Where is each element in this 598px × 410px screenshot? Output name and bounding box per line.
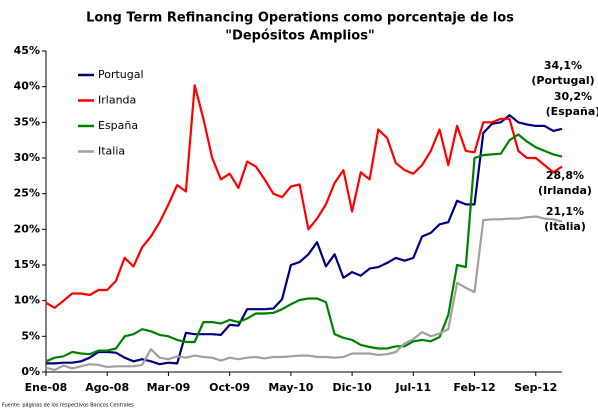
y-tick-label: 15%: [14, 258, 40, 271]
annotation: 34,1%: [544, 59, 582, 72]
x-tick-label: Dic-10: [332, 381, 372, 394]
annotation: 28,8%: [546, 169, 584, 182]
x-tick-label: Ago-08: [85, 381, 129, 394]
x-tick-label: Jul-11: [395, 381, 432, 394]
y-tick-label: 40%: [14, 80, 40, 93]
chart-title: "Depósitos Amplios": [225, 29, 375, 44]
series-line: [45, 215, 563, 371]
y-tick-label: 35%: [14, 115, 40, 128]
y-tick-label: 45%: [14, 44, 40, 57]
series-line: [46, 114, 563, 366]
series-line: [45, 133, 563, 363]
chart-title: Long Term Refinancing Operations como po…: [86, 11, 514, 26]
series-line: [45, 84, 563, 309]
annotation: (Irlanda): [538, 184, 592, 197]
x-tick-label: Ene-08: [25, 381, 68, 394]
legend-label: Italia: [98, 145, 125, 158]
x-tick-label: Feb-12: [453, 381, 495, 394]
x-tick-label: Oct-09: [209, 381, 250, 394]
x-tick-label: Mar-09: [147, 381, 191, 394]
legend-label: España: [98, 119, 138, 132]
y-tick-label: 0%: [21, 365, 40, 378]
y-tick-label: 30%: [14, 151, 40, 164]
legend-label: Portugal: [98, 68, 144, 81]
annotation: (España): [546, 105, 598, 118]
x-tick-label: Sep-12: [514, 381, 557, 394]
annotation: 21,1%: [546, 205, 584, 218]
annotation: (Portugal): [531, 74, 594, 87]
y-tick-label: 25%: [14, 187, 40, 200]
x-tick-label: May-10: [268, 381, 313, 394]
source: Fuente: páginas de los respectivos Banco…: [2, 402, 134, 409]
legend-label: Irlanda: [98, 94, 136, 107]
annotation: 30,2%: [554, 90, 592, 103]
annotation: (Italia): [544, 220, 586, 233]
y-tick-label: 10%: [14, 294, 40, 307]
y-tick-label: 5%: [21, 329, 40, 342]
y-tick-label: 20%: [14, 222, 40, 235]
